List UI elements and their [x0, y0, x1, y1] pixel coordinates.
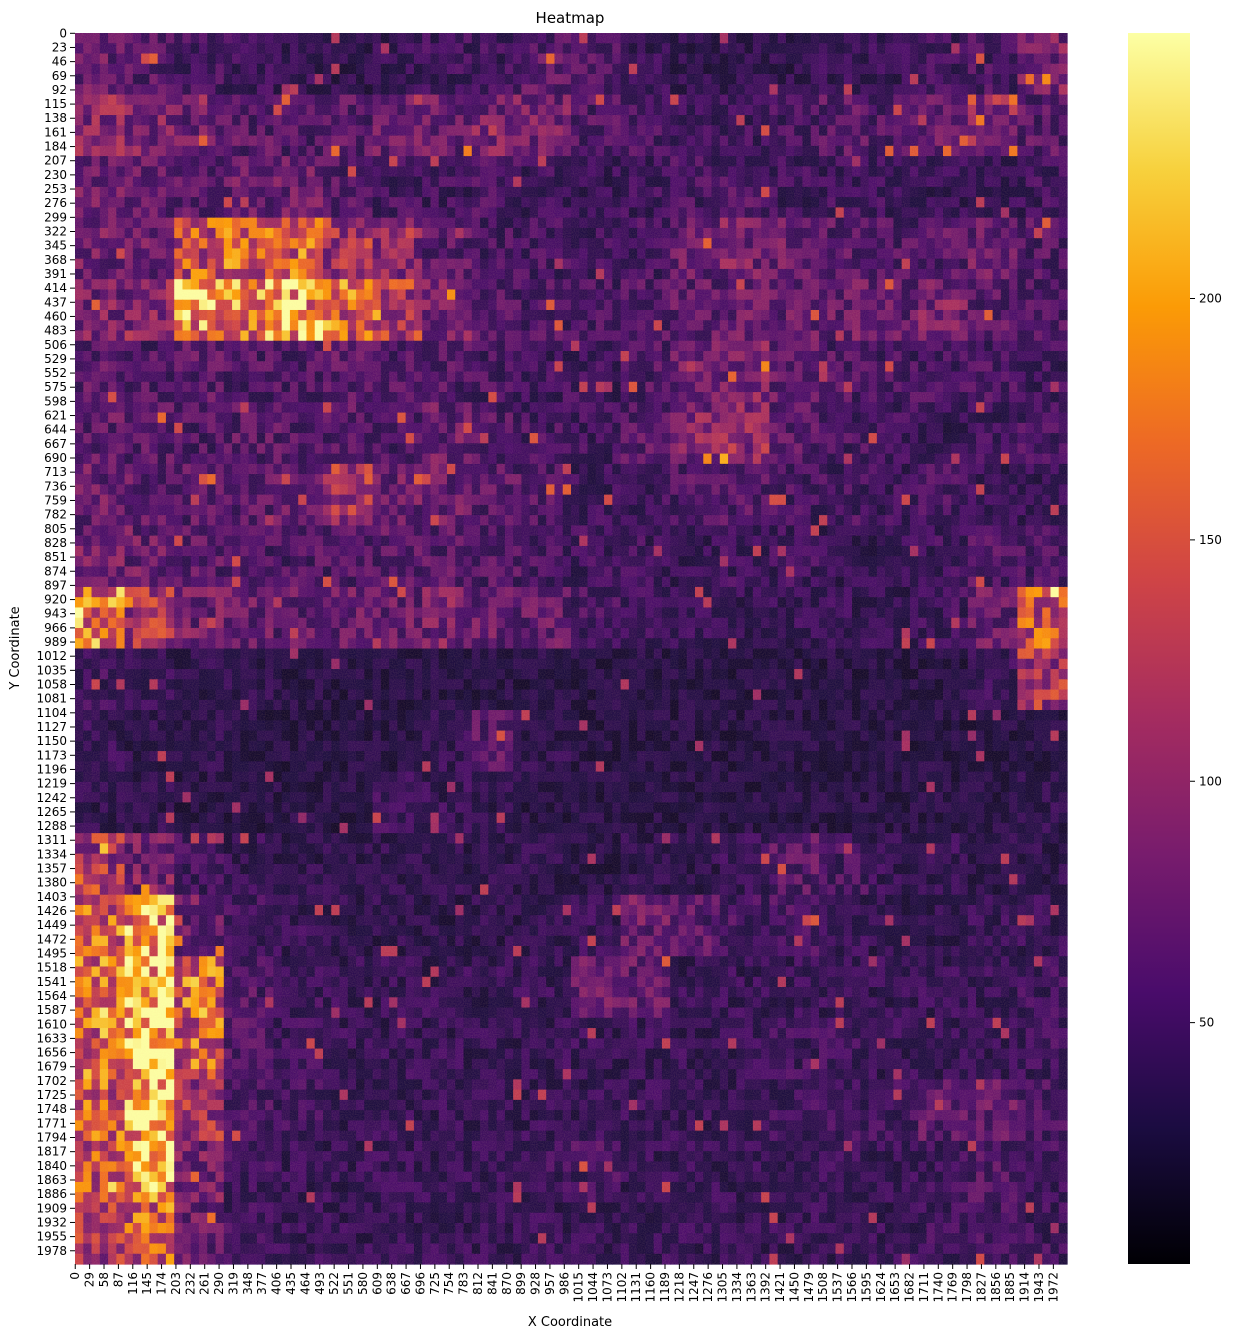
chart-title: Heatmap	[536, 9, 605, 27]
